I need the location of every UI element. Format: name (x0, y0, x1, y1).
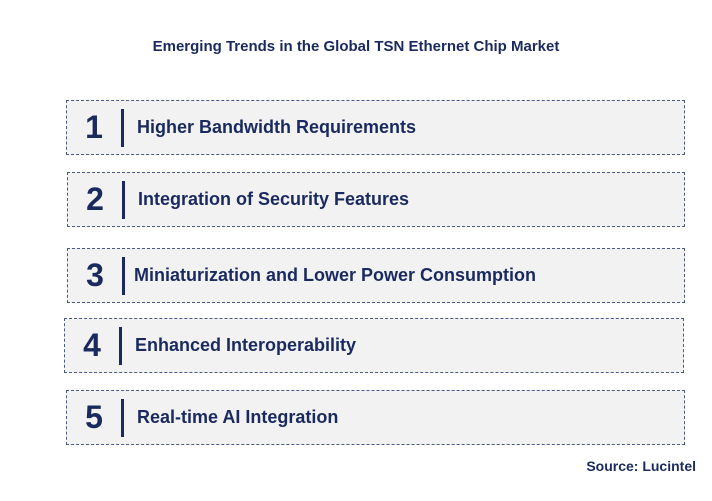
trend-number: 2 (86, 181, 104, 217)
trend-divider (122, 257, 125, 295)
trend-item-4: 4 Enhanced Interoperability (64, 318, 684, 373)
trend-label: Real-time AI Integration (137, 407, 339, 427)
source-note: Source: Lucintel (586, 458, 696, 474)
trend-divider (119, 327, 122, 365)
trend-label: Enhanced Interoperability (135, 335, 357, 355)
trend-number: 1 (85, 109, 103, 145)
trend-item-2: 2 Integration of Security Features (67, 172, 685, 227)
trend-label: Higher Bandwidth Requirements (137, 117, 417, 137)
trend-divider (121, 399, 124, 437)
trend-number: 5 (85, 399, 103, 435)
trend-divider (121, 109, 124, 147)
trend-item-1: 1 Higher Bandwidth Requirements (66, 100, 685, 155)
trend-item-3: 3 Miniaturization and Lower Power Consum… (67, 248, 685, 303)
trend-number: 3 (86, 257, 104, 293)
trend-label: Integration of Security Features (138, 189, 410, 209)
trend-label: Miniaturization and Lower Power Consumpt… (134, 265, 537, 285)
chart-title: Emerging Trends in the Global TSN Ethern… (152, 38, 560, 55)
trend-divider (122, 181, 125, 219)
trend-item-5: 5 Real-time AI Integration (66, 390, 685, 445)
trend-number: 4 (83, 327, 101, 363)
